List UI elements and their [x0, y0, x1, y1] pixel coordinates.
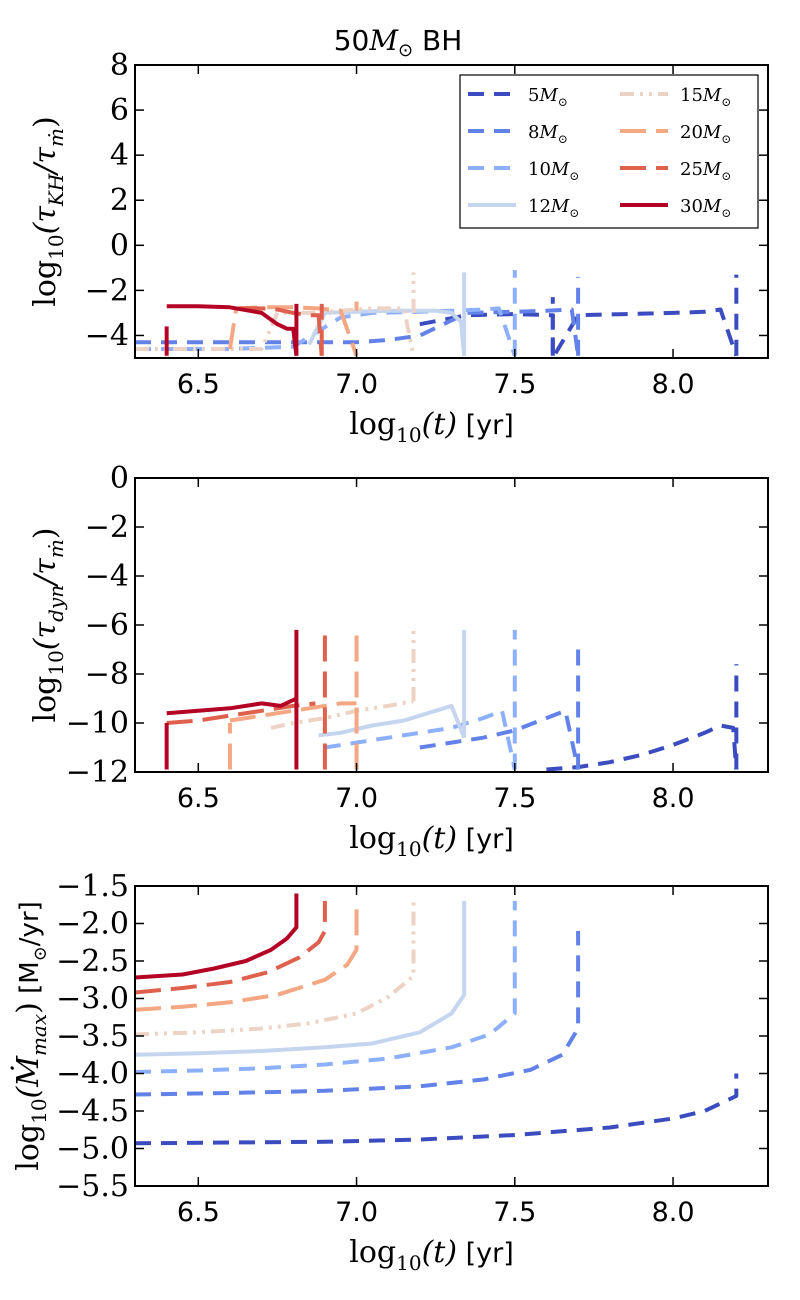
legend-label: 25M⊙: [680, 159, 731, 183]
x-tick-label: 8.0: [652, 369, 695, 400]
plot-frame: [134, 64, 769, 359]
y-axis-label: log10(τdyn/τṁ): [28, 527, 68, 722]
x-tick-label: 8.0: [652, 783, 695, 814]
series-line: [135, 893, 299, 980]
y-tick-label: −4: [85, 318, 129, 353]
y-axis-label: log10(τKH/τṁ): [28, 116, 68, 306]
series-line: [135, 901, 467, 1057]
y-tick-label: 0: [110, 228, 129, 263]
figure-title: 50M⊙ BH: [334, 24, 463, 61]
legend-label: 20M⊙: [680, 122, 731, 146]
y-tick-label: −2.0: [56, 907, 129, 942]
x-tick-label: 6.5: [177, 369, 220, 400]
x-axis: 6.5 7.0 7.5 8.0: [177, 886, 695, 1228]
y-tick-label: −5.5: [56, 1169, 129, 1204]
panel-kh-timescale: −4 −2 0 2 4 6 8 6.5 7.0 7.5 8.0 log10(τKH/τṁ) log…: [28, 48, 769, 447]
y-tick-label: −2: [85, 510, 129, 545]
x-axis-label: log10(t) [yr]: [349, 1235, 514, 1275]
legend-label: 5M⊙: [528, 85, 568, 109]
panel-mdot-max: −5.5−5.0−4.5−4.0−3.5−3.0−2.5−2.0−1.5 6.5…: [10, 869, 769, 1275]
x-tick-label: 7.0: [335, 1197, 378, 1228]
y-tick-label: 6: [110, 93, 129, 128]
panel-dyn-timescale: −12 −10 −8 −6 −4 −2 0 6.5 7.0 7.5 8.0 log10(τdyn/…: [28, 461, 769, 861]
y-tick-label: 2: [110, 183, 129, 218]
series-line: [166, 304, 299, 356]
y-tick-label: −2.5: [56, 944, 129, 979]
x-axis: 6.5 7.0 7.5 8.0: [177, 478, 695, 814]
x-tick-label: 7.5: [493, 1197, 536, 1228]
series-line: [229, 701, 357, 723]
series-line: [324, 708, 517, 770]
plot-frame: [134, 885, 769, 1187]
panel-series-layer: [135, 270, 739, 358]
series-line: [135, 1073, 739, 1146]
series-line: [270, 699, 414, 730]
y-tick-label: −4.0: [56, 1057, 129, 1092]
series-line: [166, 696, 298, 716]
x-tick-label: 6.5: [177, 1197, 220, 1228]
y-tick-label: −4.5: [56, 1094, 129, 1129]
series-line: [135, 931, 581, 1097]
legend-label: 10M⊙: [528, 159, 579, 183]
y-axis-label: log10(Ṁmax) [M⊙/yr]: [10, 901, 51, 1171]
y-tick-label: −3.5: [56, 1019, 129, 1054]
series-line: [135, 901, 416, 1037]
x-tick-label: 7.5: [493, 369, 536, 400]
y-tick-label: 0: [110, 461, 129, 496]
y-axis: −12 −10 −8 −6 −4 −2 0: [66, 461, 768, 790]
x-axis: 6.5 7.0 7.5 8.0: [177, 65, 695, 400]
x-tick-label: 8.0: [652, 1197, 695, 1228]
y-tick-label: −1.5: [56, 869, 129, 904]
y-tick-label: −2: [85, 273, 129, 308]
legend-label: 12M⊙: [528, 196, 579, 220]
y-axis: −5.5−5.0−4.5−4.0−3.5−3.0−2.5−2.0−1.5: [56, 869, 768, 1204]
y-axis: −4 −2 0 2 4 6 8: [85, 48, 768, 353]
panel-series-layer: [164, 627, 739, 772]
series-line: [318, 703, 467, 739]
y-tick-label: −12: [66, 755, 129, 790]
legend-label: 15M⊙: [680, 85, 731, 109]
y-tick-label: −10: [66, 706, 129, 741]
series-line: [307, 308, 467, 356]
y-tick-label: 4: [110, 138, 129, 173]
x-tick-label: 7.0: [335, 783, 378, 814]
y-tick-label: −8: [85, 657, 129, 692]
y-tick-label: 8: [110, 48, 129, 83]
x-tick-label: 7.0: [335, 369, 378, 400]
legend-frame: [459, 74, 759, 229]
y-tick-label: −4: [85, 559, 129, 594]
x-axis-label: log10(t) [yr]: [349, 821, 514, 861]
series-line: [135, 901, 327, 995]
series-line: [546, 723, 739, 772]
series-line: [419, 708, 581, 770]
y-tick-label: −5.0: [56, 1132, 129, 1167]
y-tick-label: −3.0: [56, 982, 129, 1017]
series-line: [135, 901, 359, 1012]
series-line: [135, 901, 517, 1074]
series-line: [239, 306, 324, 356]
legend-label: 8M⊙: [528, 122, 568, 146]
x-axis-label: log10(t) [yr]: [349, 407, 514, 447]
series-line: [135, 307, 581, 356]
x-tick-label: 6.5: [177, 783, 220, 814]
x-tick-label: 7.5: [493, 783, 536, 814]
panel-series-layer: [135, 893, 739, 1146]
legend: 5M⊙ 8M⊙ 10M⊙ 12M⊙ 15M⊙ 20M⊙ 25M⊙ 30M⊙: [459, 74, 759, 229]
legend-label: 30M⊙: [680, 196, 731, 220]
y-tick-label: −6: [85, 608, 129, 643]
